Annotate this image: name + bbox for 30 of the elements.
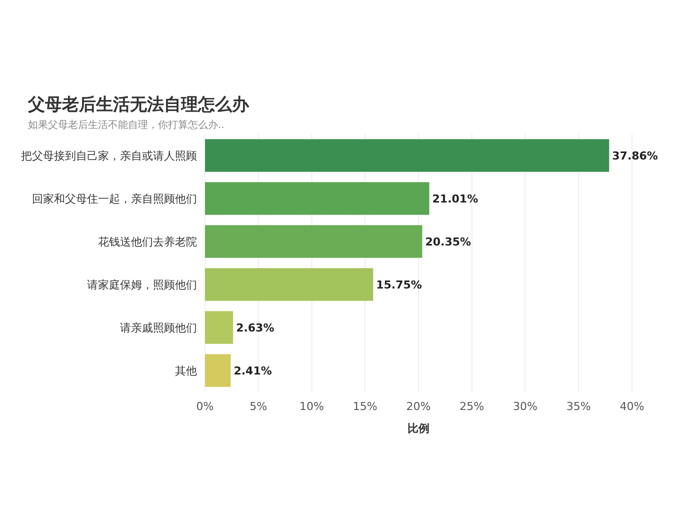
y-tick-label: 其他 <box>175 364 197 378</box>
data-label: 20.35% <box>425 236 472 248</box>
x-tick-label: 10% <box>300 400 324 413</box>
x-tick-label: 35% <box>566 400 591 413</box>
bar <box>205 268 374 301</box>
data-label: 2.41% <box>234 364 272 378</box>
data-label: 15.75% <box>376 278 422 292</box>
bar <box>205 139 610 172</box>
y-tick-label: 把父母接到自己家，亲自或请人照顾 <box>21 150 197 162</box>
x-tick-label: 30% <box>513 400 538 413</box>
bar <box>205 311 234 344</box>
bar <box>205 354 231 387</box>
x-tick-label: 20% <box>406 400 431 413</box>
x-tick-label: 40% <box>620 400 644 413</box>
bar <box>205 182 430 215</box>
bar <box>205 225 422 258</box>
y-tick-label: 请家庭保姆，照顾他们 <box>87 278 197 292</box>
y-tick-label: 请亲戚照顾他们 <box>120 322 197 334</box>
y-tick-label: 回家和父母住一起，亲自照顾他们 <box>32 192 197 206</box>
x-tick-label: 25% <box>460 400 484 413</box>
x-tick-label: 5% <box>250 400 268 413</box>
chart-subtitle: 如果父母老后生活不能自理，你打算怎么办.. <box>28 119 224 131</box>
chart-title: 父母老后生活无法自理怎么办 <box>27 95 250 115</box>
data-label: 21.01% <box>432 192 478 206</box>
data-label: 2.63% <box>236 322 274 334</box>
x-axis-title: 比例 <box>408 422 430 435</box>
data-label: 37.86% <box>612 150 658 162</box>
x-tick-label: 0% <box>196 400 214 413</box>
y-tick-label: 花钱送他们去养老院 <box>98 236 197 248</box>
x-tick-label: 15% <box>352 400 378 413</box>
